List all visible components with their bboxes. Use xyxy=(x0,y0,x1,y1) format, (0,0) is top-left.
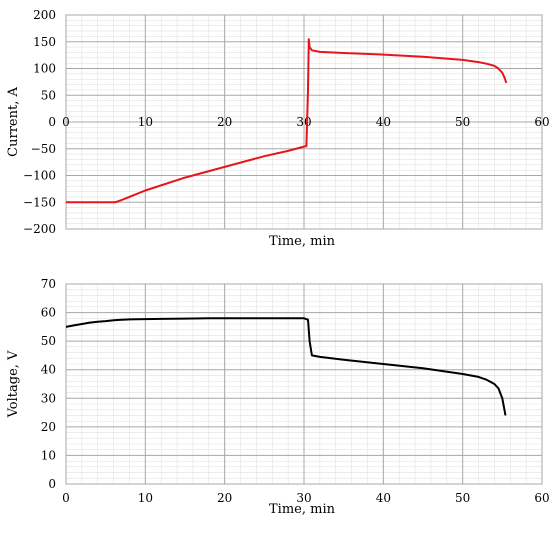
y-tick-label: −100 xyxy=(23,169,56,183)
y-tick-label: 0 xyxy=(48,115,56,129)
x-tick-label: 10 xyxy=(138,115,153,129)
y-tick-label: 30 xyxy=(41,391,56,405)
voltage-series-line xyxy=(65,317,507,416)
voltage-chart: 0 10 20 30 40 50 60 70 0 10 20 30 40 50 60 Time, min Vol… xyxy=(6,277,550,517)
x-tick-label: 50 xyxy=(455,115,470,129)
y-tick-label: 50 xyxy=(41,88,56,102)
x-tick-label: 0 xyxy=(62,115,70,129)
y-tick-label: 10 xyxy=(41,448,56,462)
x-tick-label: 40 xyxy=(376,491,391,505)
x-tick-label: 10 xyxy=(138,491,153,505)
x-tick-label: 30 xyxy=(296,491,311,505)
x-axis-label: Time, min xyxy=(269,502,336,517)
x-tick-label: 0 xyxy=(62,491,70,505)
y-tick-label: −50 xyxy=(31,142,56,156)
x-tick-label: 60 xyxy=(534,491,549,505)
y-tick-label: 40 xyxy=(41,363,56,377)
y-tick-label: 20 xyxy=(41,420,56,434)
y-tick-label: 200 xyxy=(33,8,56,22)
x-tick-label: 20 xyxy=(217,115,232,129)
x-tick-label: 60 xyxy=(534,115,549,129)
plot-border xyxy=(65,283,543,485)
x-tick-label: 30 xyxy=(296,115,311,129)
x-tick-label: 50 xyxy=(455,491,470,505)
current-series-line xyxy=(66,38,508,204)
y-tick-label: 70 xyxy=(41,277,56,291)
y-tick-label: −200 xyxy=(23,222,56,236)
y-axis-label: Voltage, V xyxy=(6,350,21,418)
y-axis-label: Current, A xyxy=(6,87,21,157)
plot-border xyxy=(65,14,543,230)
x-axis-label: Time, min xyxy=(269,234,336,249)
y-tick-label: 100 xyxy=(33,62,56,76)
y-tick-label: 50 xyxy=(41,334,56,348)
x-tick-label: 20 xyxy=(217,491,232,505)
y-tick-label: 60 xyxy=(41,306,56,320)
current-chart: 200 150 100 50 0 −50 −100 −150 −200 0 10 20 30 40 50 60… xyxy=(6,8,550,249)
major-grid xyxy=(65,283,543,485)
y-tick-label: −150 xyxy=(23,195,56,209)
y-tick-label: 150 xyxy=(33,35,56,49)
x-tick-label: 40 xyxy=(376,115,391,129)
y-tick-label: 0 xyxy=(48,477,56,491)
